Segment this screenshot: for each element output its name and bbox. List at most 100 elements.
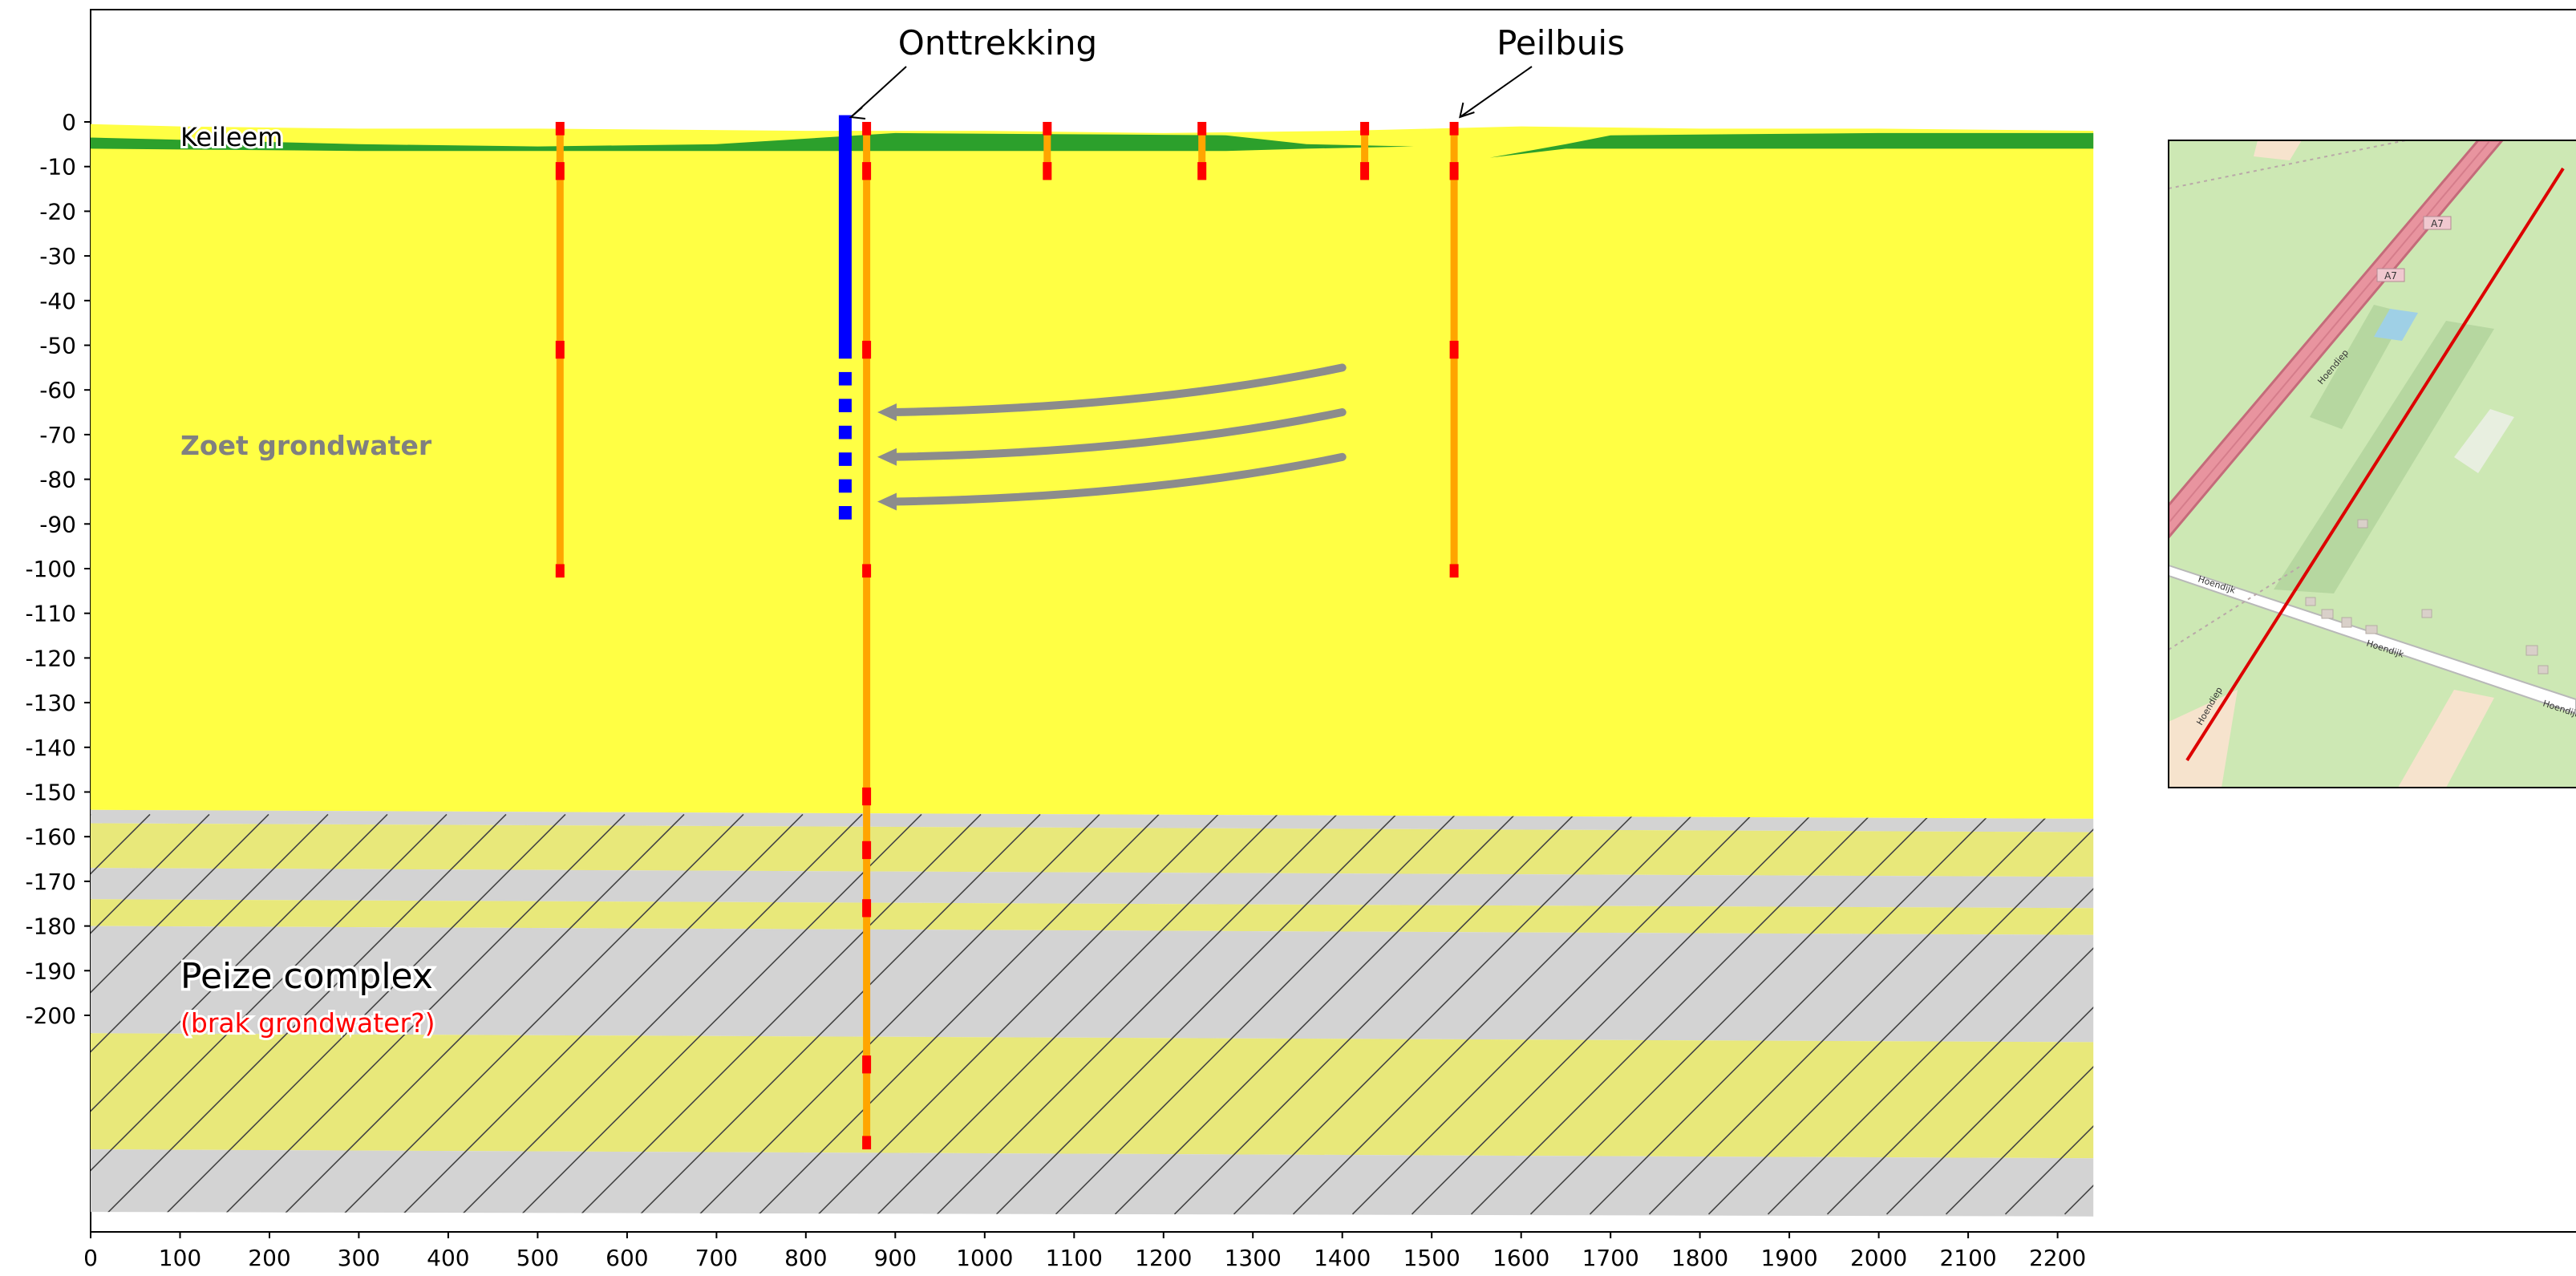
x-tick-label: 1600 <box>1493 1245 1549 1271</box>
hatch-line <box>91 813 269 1215</box>
hatch-line <box>1707 813 2094 1215</box>
x-tick-label: 1100 <box>1046 1245 1103 1271</box>
y-axis-ticks: 0 -10 -20 -30 -40 -50 -60 -70 -80 -90 -100 -110 -120… <box>25 109 91 1029</box>
hatch-line <box>1173 813 1575 1215</box>
flow-arrow-shaft <box>888 363 1347 416</box>
x-tick-label: 600 <box>606 1245 648 1271</box>
y-tick-label: -30 <box>39 243 76 269</box>
tube-filter <box>862 787 872 806</box>
hatch-line <box>699 813 1100 1215</box>
hatch-line <box>520 813 922 1215</box>
well-screen <box>838 479 852 493</box>
hatch-line <box>1470 813 1872 1215</box>
flow-arrow <box>877 363 1347 421</box>
y-tick-label: -150 <box>25 780 76 806</box>
x-tick-label: 2100 <box>1939 1245 1996 1271</box>
well-screen <box>838 506 852 520</box>
hatch-line <box>1411 813 1813 1215</box>
y-tick-label: -110 <box>25 601 76 627</box>
y-tick-label: -200 <box>25 1003 76 1029</box>
tube-filter <box>1043 162 1052 180</box>
y-tick-label: -130 <box>25 690 76 716</box>
label-zoet-grondwater: Zoet grondwater <box>180 430 432 461</box>
tube-filter <box>862 564 872 578</box>
x-tick-label: 200 <box>248 1245 290 1271</box>
x-tick-label: 700 <box>695 1245 738 1271</box>
y-tick-label: -50 <box>39 333 76 359</box>
hatch-line <box>1529 813 1931 1215</box>
hatch-line <box>1114 813 1516 1215</box>
tube-filter <box>862 1136 872 1150</box>
hatch-line <box>1945 813 2094 1215</box>
map-dotted-path-2 <box>2169 565 2303 650</box>
x-tick-label: 1000 <box>956 1245 1013 1271</box>
well-screen <box>838 425 852 440</box>
observation-tube <box>863 122 871 1150</box>
peilbuis-arrowhead <box>1459 102 1475 119</box>
map-field-dark <box>2274 321 2494 593</box>
extraction-well <box>838 115 852 520</box>
hatch-line <box>91 813 388 1215</box>
tube-filter <box>555 122 565 136</box>
geology-layers <box>91 124 2094 1217</box>
map-label-a7-2-text: A7 <box>2384 270 2397 282</box>
flow-arrow <box>877 452 1347 511</box>
hatch-line <box>995 813 1397 1215</box>
map-section-line <box>2185 167 2565 762</box>
tube-filter <box>1449 340 1459 359</box>
well-screen <box>838 371 852 386</box>
peize-band-yellow <box>91 1033 2094 1159</box>
tube-filter <box>1449 122 1459 136</box>
x-tick-label: 300 <box>338 1245 380 1271</box>
hatch-line <box>817 813 1219 1215</box>
y-tick-label: -170 <box>25 869 76 895</box>
label-keileem: Keileem <box>180 122 282 152</box>
tube-filter <box>862 162 872 180</box>
y-tick-label: -180 <box>25 913 76 940</box>
x-tick-label: 1200 <box>1135 1245 1192 1271</box>
tube-filter <box>862 841 872 860</box>
y-tick-label: -90 <box>39 511 76 537</box>
x-tick-label: 1400 <box>1314 1245 1371 1271</box>
hatch-line <box>224 813 626 1215</box>
y-tick-label: -120 <box>25 645 76 671</box>
y-tick-label: 0 <box>62 109 76 136</box>
hatch-line <box>1292 813 1694 1215</box>
y-tick-label: -20 <box>39 198 76 225</box>
x-tick-label: 400 <box>427 1245 469 1271</box>
map-field-sand <box>2169 690 2238 788</box>
peize-band-yellow <box>91 823 2094 877</box>
x-tick-label: 1700 <box>1582 1245 1639 1271</box>
hatch-line <box>1767 813 2094 1215</box>
x-tick-label: 1300 <box>1225 1245 1282 1271</box>
map-highway-centerline <box>2169 140 2491 524</box>
tube-filter <box>1449 162 1459 180</box>
flow-arrows <box>877 363 1347 511</box>
y-tick-label: -80 <box>39 467 76 493</box>
hatch-line <box>91 813 448 1215</box>
hatch-line <box>105 813 507 1215</box>
flow-arrow-shaft <box>888 408 1347 461</box>
y-tick-label: -10 <box>39 154 76 180</box>
x-tick-label: 1900 <box>1760 1245 1817 1271</box>
hatch-line <box>91 813 210 1215</box>
map-label-a7-2 <box>2376 268 2405 282</box>
flow-arrow-shaft <box>888 452 1347 506</box>
y-tick-label: -190 <box>25 958 76 984</box>
well-screen <box>838 399 852 412</box>
map-field-sand-2 <box>2398 690 2494 788</box>
tube-filter <box>1360 122 1370 136</box>
hatch-line <box>877 813 1278 1215</box>
x-tick-label: 1500 <box>1403 1245 1460 1271</box>
annotation-onttrekking: Onttrekking <box>898 23 1097 63</box>
hatch-line <box>1351 813 1753 1215</box>
observation-tubes <box>555 122 1459 1150</box>
map-label-a7-1-text: A7 <box>2431 218 2444 229</box>
hatch-line <box>402 813 804 1215</box>
hatch-line <box>342 813 744 1215</box>
well-casing <box>838 115 852 359</box>
x-tick-label: 2000 <box>1850 1245 1907 1271</box>
hatch-line <box>1826 813 2094 1215</box>
hatch-line <box>461 813 863 1215</box>
